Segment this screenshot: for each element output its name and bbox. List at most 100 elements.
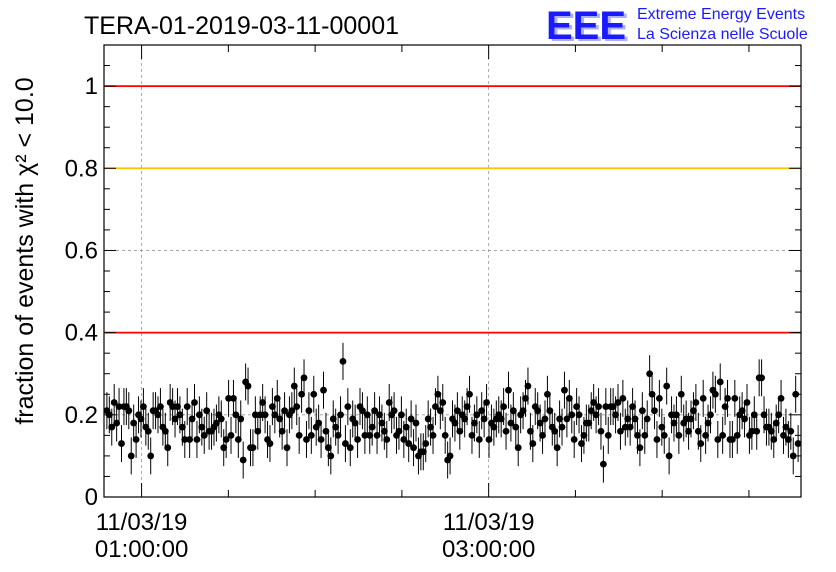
data-point <box>638 407 646 415</box>
data-point <box>300 374 308 382</box>
data-point <box>483 399 490 406</box>
eee-logo: EEE EEE Extreme Energy Events La Scienza… <box>546 4 808 50</box>
data-point <box>673 411 680 419</box>
data-point <box>524 382 532 390</box>
data-point <box>405 440 413 447</box>
data-point <box>400 436 408 443</box>
data-point <box>507 419 515 427</box>
data-point <box>434 390 442 398</box>
data-point <box>244 382 252 390</box>
data-point <box>505 386 512 394</box>
data-point <box>259 399 267 406</box>
data-point <box>743 399 751 406</box>
data-point <box>436 407 444 415</box>
data-point <box>334 431 342 439</box>
data-point <box>655 394 663 402</box>
data-point <box>188 415 196 423</box>
data-point <box>276 415 284 423</box>
data-point <box>266 440 274 447</box>
data-point <box>108 423 116 431</box>
data-point <box>322 427 330 435</box>
data-point <box>514 444 522 452</box>
x-tick-label-date: 11/03/19 <box>96 509 188 536</box>
data-point <box>410 444 417 452</box>
data-point <box>621 423 629 431</box>
data-point <box>178 423 186 431</box>
data-point <box>281 407 288 415</box>
data-point <box>412 419 420 427</box>
data-point <box>526 427 534 435</box>
data-point <box>402 423 410 431</box>
data-point <box>619 394 627 402</box>
data-point <box>699 394 707 402</box>
data-point <box>422 440 430 447</box>
data-point <box>782 423 790 431</box>
data-point <box>485 436 493 443</box>
data-point <box>271 411 279 419</box>
data-point <box>298 390 306 398</box>
data-point <box>125 407 133 415</box>
data-point <box>775 411 783 419</box>
data-point <box>427 423 434 431</box>
data-point <box>563 415 571 423</box>
logo-letters-shadow: EEE <box>549 6 629 50</box>
data-point <box>643 415 651 423</box>
data-point <box>660 431 668 439</box>
data-point <box>315 419 323 427</box>
data-point <box>344 403 352 410</box>
data-point <box>346 444 354 452</box>
data-point <box>439 399 447 406</box>
data-point <box>461 415 469 423</box>
data-point <box>227 431 235 439</box>
y-tick-label: 1 <box>85 73 98 100</box>
data-point <box>237 415 245 423</box>
chart-title: TERA-01-2019-03-11-00001 <box>84 12 399 40</box>
x-tick-label-time: 01:00:00 <box>95 536 188 563</box>
y-tick-label: 0.4 <box>65 320 98 347</box>
data-point <box>359 407 366 415</box>
data-point <box>558 423 566 431</box>
data-point <box>794 440 802 447</box>
data-point <box>468 431 476 439</box>
data-point <box>186 436 194 443</box>
data-point <box>130 419 138 427</box>
data-point <box>597 427 605 435</box>
data-point <box>127 452 135 460</box>
data-point <box>536 419 544 427</box>
data-point <box>380 427 388 435</box>
data-point <box>777 394 785 402</box>
data-point <box>463 403 471 410</box>
data-point <box>551 427 559 435</box>
data-point <box>363 411 371 419</box>
data-point <box>697 440 705 447</box>
data-point <box>317 436 325 443</box>
data-point <box>780 431 787 439</box>
data-point <box>278 427 286 435</box>
data-point <box>719 431 727 439</box>
data-point <box>539 431 546 439</box>
data-point <box>529 440 537 447</box>
data-point <box>733 431 741 439</box>
data-point <box>568 411 576 419</box>
data-point <box>222 436 230 443</box>
data-point <box>668 411 675 419</box>
data-point <box>534 407 542 415</box>
data-point <box>251 411 259 419</box>
data-point <box>704 419 712 427</box>
data-point <box>590 399 598 406</box>
data-point <box>154 411 162 419</box>
data-point <box>310 390 318 398</box>
data-point <box>157 403 164 410</box>
data-point <box>329 415 337 423</box>
x-tick-label-time: 03:00:00 <box>442 536 535 563</box>
data-point <box>232 411 240 419</box>
data-point <box>390 407 398 415</box>
data-point <box>307 431 315 439</box>
y-tick-label: 0 <box>85 484 98 511</box>
data-point <box>147 452 155 460</box>
data-point <box>137 415 145 423</box>
data-point <box>115 403 123 410</box>
data-point <box>171 415 179 423</box>
logo-letters: EEE <box>546 4 626 48</box>
data-point <box>424 415 432 423</box>
